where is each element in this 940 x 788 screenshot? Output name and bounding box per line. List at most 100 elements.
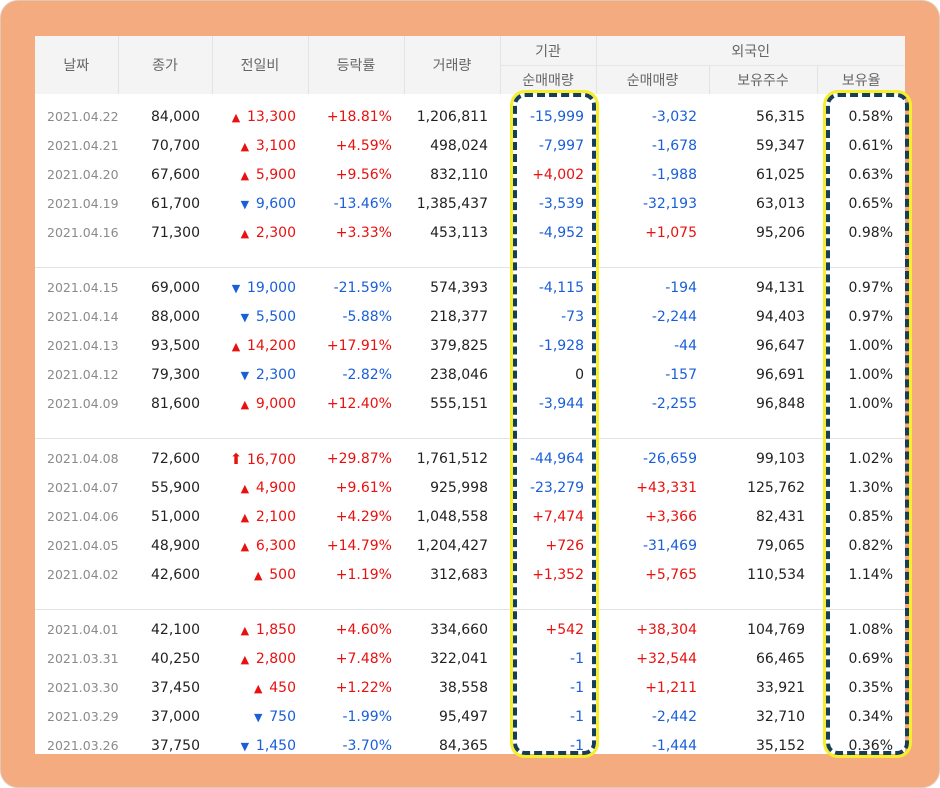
change-cell: ▲ 3,100 [212, 131, 308, 160]
date-cell: 2021.04.14 [47, 309, 119, 324]
close-cell: 72,600 [151, 450, 200, 467]
foreign-holdings-cell: 96,691 [756, 366, 805, 383]
rate-cell: +4.29% [335, 508, 392, 525]
volume-cell: 218,377 [430, 308, 488, 325]
foreign-ratio-cell: 1.08% [848, 621, 893, 638]
foreign-holdings-cell: 82,431 [756, 508, 805, 525]
foreign-net-cell: -3,032 [651, 108, 697, 125]
foreign-ratio-cell: 0.34% [848, 708, 893, 725]
foreign-holdings-cell: 61,025 [756, 166, 805, 183]
date-cell: 2021.04.15 [47, 280, 119, 295]
rate-cell: +9.61% [335, 479, 392, 496]
foreign-net-cell: -157 [665, 366, 697, 383]
foreign-holdings-cell: 125,762 [747, 479, 805, 496]
inst-net-cell: +1,352 [532, 566, 584, 583]
inst-net-cell: +542 [545, 621, 584, 638]
date-cell: 2021.04.06 [47, 509, 119, 524]
close-cell: 84,000 [151, 108, 200, 125]
stock-table-card: 날짜 종가 전일비 등락률 거래량 기관 외국인 순매매량 순매매량 보유주수 … [35, 36, 905, 754]
change-value: 450 [269, 679, 296, 696]
volume-cell: 238,046 [430, 366, 488, 383]
header-inst-net: 순매매량 [499, 65, 596, 94]
foreign-ratio-cell: 1.30% [848, 479, 893, 496]
inst-net-cell: -73 [561, 308, 584, 325]
foreign-net-cell: -26,659 [642, 450, 697, 467]
foreign-ratio-cell: 0.97% [848, 308, 893, 325]
rate-cell: -3.70% [342, 737, 392, 754]
rate-cell: +1.19% [335, 566, 392, 583]
foreign-ratio-cell: 0.82% [848, 537, 893, 554]
change-value: 1,850 [255, 621, 296, 638]
table-row: 2021.04.05 48,900 ▲ 6,300 +14.79% 1,204,427 +7… [35, 531, 905, 560]
change-cell: ▲ 5,900 [212, 160, 308, 189]
foreign-net-cell: -31,469 [642, 537, 697, 554]
close-cell: 55,900 [151, 479, 200, 496]
change-cell: ▼ 5,500 [212, 302, 308, 331]
change-value: 2,300 [255, 224, 296, 241]
up-triangle-icon: ▲ [240, 139, 250, 153]
foreign-net-cell: +43,331 [636, 479, 697, 496]
change-value: 5,500 [255, 308, 296, 325]
foreign-holdings-cell: 95,206 [756, 224, 805, 241]
inst-net-cell: +4,002 [532, 166, 584, 183]
inst-net-cell: -1 [570, 737, 584, 754]
change-value: 2,100 [255, 508, 296, 525]
foreign-net-cell: +32,544 [636, 650, 697, 667]
foreign-holdings-cell: 96,848 [756, 395, 805, 412]
table-row: 2021.04.16 71,300 ▲ 2,300 +3.33% 453,113 -4,95… [35, 218, 905, 247]
foreign-ratio-cell: 0.85% [848, 508, 893, 525]
change-cell: ▲ 13,300 [212, 102, 308, 131]
rate-cell: +9.56% [335, 166, 392, 183]
change-cell: ⬆ 16,700 [212, 444, 308, 473]
close-cell: 81,600 [151, 395, 200, 412]
foreign-ratio-cell: 0.69% [848, 650, 893, 667]
volume-cell: 574,393 [430, 279, 488, 296]
change-cell: ▲ 2,800 [212, 644, 308, 673]
table-row: 2021.03.26 37,750 ▼ 1,450 -3.70% 84,365 -1 -1,4… [35, 731, 905, 754]
table-spacer [35, 94, 905, 102]
change-cell: ▲ 1,850 [212, 615, 308, 644]
change-value: 19,000 [247, 279, 296, 296]
table-row: 2021.04.19 61,700 ▼ 9,600 -13.46% 1,385,437 -3… [35, 189, 905, 218]
down-triangle-icon: ▼ [240, 368, 250, 382]
change-value: 4,900 [255, 479, 296, 496]
header-volume: 거래량 [403, 36, 500, 94]
foreign-holdings-cell: 96,647 [756, 337, 805, 354]
change-cell: ▲ 14,200 [212, 331, 308, 360]
inst-net-cell: +726 [545, 537, 584, 554]
foreign-net-cell: -1,678 [651, 137, 697, 154]
foreign-holdings-cell: 104,769 [747, 621, 805, 638]
inst-net-cell: -4,115 [538, 279, 584, 296]
up-triangle-icon: ▲ [240, 397, 250, 411]
volume-cell: 84,365 [439, 737, 488, 754]
table-row: 2021.04.02 42,600 ▲ 500 +1.19% 312,683 +1,352 +… [35, 560, 905, 589]
close-cell: 61,700 [151, 195, 200, 212]
up-triangle-icon: ▲ [240, 539, 250, 553]
inst-net-cell: +7,474 [532, 508, 584, 525]
table-row: 2021.04.20 67,600 ▲ 5,900 +9.56% 832,110 +4,00… [35, 160, 905, 189]
date-cell: 2021.04.08 [47, 451, 119, 466]
change-cell: ▲ 6,300 [212, 531, 308, 560]
foreign-net-cell: -32,193 [642, 195, 697, 212]
inst-net-cell: -44,964 [529, 450, 584, 467]
table-row: 2021.04.21 70,700 ▲ 3,100 +4.59% 498,024 -7,99… [35, 131, 905, 160]
foreign-ratio-cell: 0.35% [848, 679, 893, 696]
header-change: 전일비 [211, 36, 308, 94]
table-row: 2021.03.31 40,250 ▲ 2,800 +7.48% 322,041 -1 +32… [35, 644, 905, 673]
date-cell: 2021.04.05 [47, 538, 119, 553]
volume-cell: 1,206,811 [416, 108, 488, 125]
table-row: 2021.04.14 88,000 ▼ 5,500 -5.88% 218,377 -73 -2… [35, 302, 905, 331]
volume-cell: 453,113 [430, 224, 488, 241]
change-value: 6,300 [255, 537, 296, 554]
rate-cell: -2.82% [342, 366, 392, 383]
table-row: 2021.04.06 51,000 ▲ 2,100 +4.29% 1,048,558 +7,… [35, 502, 905, 531]
change-cell: ▼ 1,450 [212, 731, 308, 754]
change-cell: ▲ 4,900 [212, 473, 308, 502]
header-close: 종가 [117, 36, 212, 94]
table-row: 2021.04.13 93,500 ▲ 14,200 +17.91% 379,825 -1,… [35, 331, 905, 360]
change-cell: ▼ 2,300 [212, 360, 308, 389]
daily-trading-table: 날짜 종가 전일비 등락률 거래량 기관 외국인 순매매량 순매매량 보유주수 … [35, 36, 905, 754]
volume-cell: 38,558 [439, 679, 488, 696]
change-cell: ▲ 2,100 [212, 502, 308, 531]
volume-cell: 832,110 [430, 166, 488, 183]
